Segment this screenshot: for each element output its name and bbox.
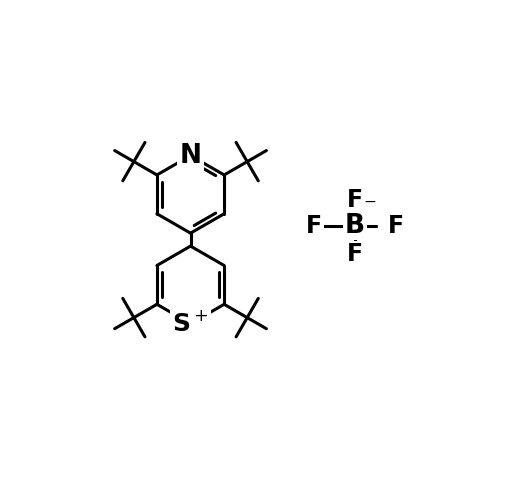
Text: F: F xyxy=(388,214,404,238)
Text: F: F xyxy=(307,214,322,238)
Text: F: F xyxy=(347,188,363,212)
Text: F: F xyxy=(347,242,363,266)
Text: $^{-}$: $^{-}$ xyxy=(363,198,377,217)
Text: N: N xyxy=(180,143,202,168)
Text: B: B xyxy=(345,213,365,239)
Text: S$^+$: S$^+$ xyxy=(172,311,209,336)
